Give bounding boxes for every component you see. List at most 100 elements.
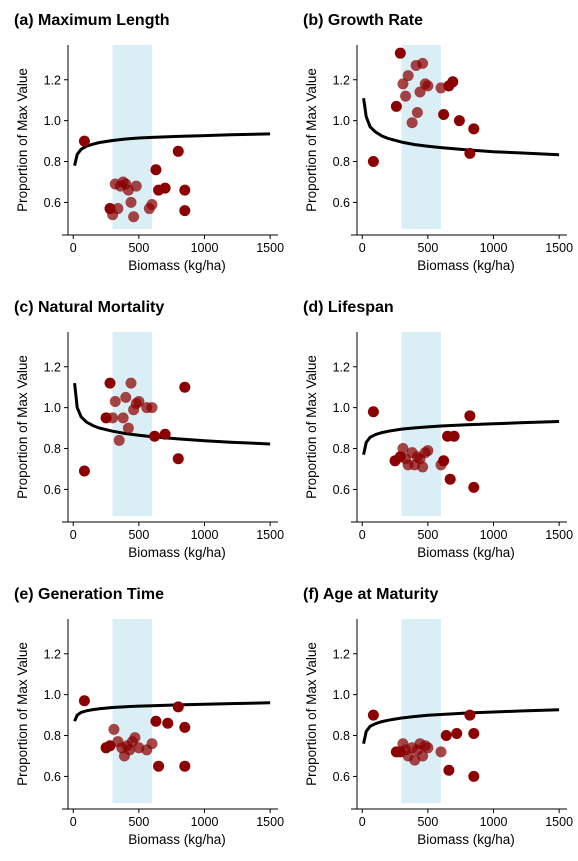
- x-tick-label: 1500: [545, 241, 573, 255]
- y-axis-label: Proportion of Max Value: [304, 642, 319, 786]
- x-tick-label: 1000: [480, 815, 508, 829]
- data-point: [453, 115, 465, 127]
- x-tick-label: 500: [128, 241, 149, 255]
- data-point: [367, 156, 379, 168]
- data-point: [172, 453, 184, 465]
- panel-title: (c) Natural Mortality: [14, 299, 164, 316]
- panel-title: (e) Generation Time: [14, 586, 164, 603]
- y-tick-label: 0.8: [44, 442, 61, 456]
- x-tick-label: 0: [70, 528, 77, 542]
- shaded-range: [112, 619, 152, 803]
- data-point: [130, 180, 142, 192]
- data-point: [402, 70, 414, 82]
- data-point: [162, 717, 174, 729]
- data-point: [438, 109, 450, 121]
- y-tick-label: 0.6: [333, 483, 350, 497]
- y-tick-label: 0.8: [333, 442, 350, 456]
- panel-title: (b) Growth Rate: [303, 12, 423, 29]
- data-point: [172, 145, 184, 157]
- y-tick-label: 1.2: [333, 73, 350, 87]
- y-tick-label: 0.6: [333, 770, 350, 784]
- data-point: [468, 770, 480, 782]
- y-axis-label: Proportion of Max Value: [15, 355, 30, 499]
- x-tick-label: 500: [128, 528, 149, 542]
- data-point: [397, 443, 409, 455]
- y-tick-label: 0.6: [333, 196, 350, 210]
- y-tick-label: 1.2: [44, 360, 61, 374]
- data-point: [150, 164, 162, 176]
- shaded-range: [401, 619, 441, 803]
- x-axis-label: Biomass (kg/ha): [417, 545, 515, 560]
- data-point: [78, 695, 90, 707]
- panel-title: (a) Maximum Length: [14, 12, 170, 29]
- fitted-curve: [73, 701, 271, 722]
- data-point: [153, 760, 165, 772]
- data-point: [451, 727, 463, 739]
- shaded-range: [112, 332, 152, 516]
- data-point: [149, 430, 161, 442]
- data-point: [104, 377, 116, 389]
- data-point: [468, 481, 480, 493]
- data-point: [128, 211, 140, 223]
- y-tick-label: 0.8: [333, 155, 350, 169]
- data-point: [113, 434, 125, 446]
- data-point: [179, 381, 191, 393]
- data-point: [447, 76, 459, 88]
- data-point: [406, 117, 418, 129]
- x-tick-label: 1000: [191, 815, 219, 829]
- y-tick-label: 0.8: [44, 729, 61, 743]
- x-tick-label: 1000: [191, 528, 219, 542]
- y-axis-label: Proportion of Max Value: [304, 355, 319, 499]
- shaded-range: [401, 332, 441, 516]
- data-point: [146, 402, 158, 414]
- data-point: [414, 86, 426, 98]
- x-tick-label: 1500: [545, 815, 573, 829]
- chart-natural-mortality: 0.6 0.8 1.0 1.2 0 500 1000 1500 (c) Natural Mort…: [14, 299, 284, 560]
- data-point: [464, 410, 476, 422]
- data-point: [150, 715, 162, 727]
- data-point: [397, 78, 409, 90]
- data-point: [78, 135, 90, 147]
- data-point: [146, 198, 158, 210]
- fitted-curve: [73, 382, 271, 446]
- data-point: [367, 709, 379, 721]
- data-point: [394, 47, 406, 59]
- data-point: [400, 90, 412, 102]
- data-point: [468, 123, 480, 135]
- y-axis-label: Proportion of Max Value: [15, 642, 30, 786]
- x-tick-label: 1500: [256, 528, 284, 542]
- data-point: [440, 730, 452, 742]
- panel-growth-rate: 0.6 0.8 1.0 1.2 0 500 1000 1500 (b) Growth Rate B…: [289, 0, 578, 287]
- panel-title: (d) Lifespan: [303, 299, 394, 316]
- data-point: [179, 205, 191, 217]
- data-point: [179, 760, 191, 772]
- data-point: [133, 396, 145, 408]
- data-point: [417, 57, 429, 69]
- x-axis-label: Biomass (kg/ha): [128, 832, 226, 847]
- y-tick-label: 0.6: [44, 196, 61, 210]
- data-point: [179, 721, 191, 733]
- data-point: [108, 723, 120, 735]
- chart-growth-rate: 0.6 0.8 1.0 1.2 0 500 1000 1500 (b) Growth Rate B…: [303, 12, 573, 273]
- data-point: [125, 196, 137, 208]
- data-point: [443, 764, 455, 776]
- data-point: [367, 406, 379, 418]
- x-tick-label: 500: [417, 815, 438, 829]
- data-point: [464, 709, 476, 721]
- data-point: [78, 465, 90, 477]
- x-tick-label: 0: [70, 241, 77, 255]
- data-point: [444, 473, 456, 485]
- data-point: [417, 750, 429, 762]
- y-tick-label: 1.0: [333, 401, 350, 415]
- panel-title: (f) Age at Maturity: [303, 586, 439, 603]
- x-tick-label: 1000: [191, 241, 219, 255]
- data-point: [390, 100, 402, 112]
- x-tick-label: 0: [359, 241, 366, 255]
- chart-maximum-length: 0.6 0.8 1.0 1.2 0 500 1000 1500 (a) Maximum Leng…: [14, 12, 284, 273]
- data-point: [159, 182, 171, 194]
- data-point: [125, 377, 137, 389]
- data-point: [422, 742, 434, 754]
- x-tick-label: 1500: [256, 241, 284, 255]
- y-tick-label: 0.6: [44, 483, 61, 497]
